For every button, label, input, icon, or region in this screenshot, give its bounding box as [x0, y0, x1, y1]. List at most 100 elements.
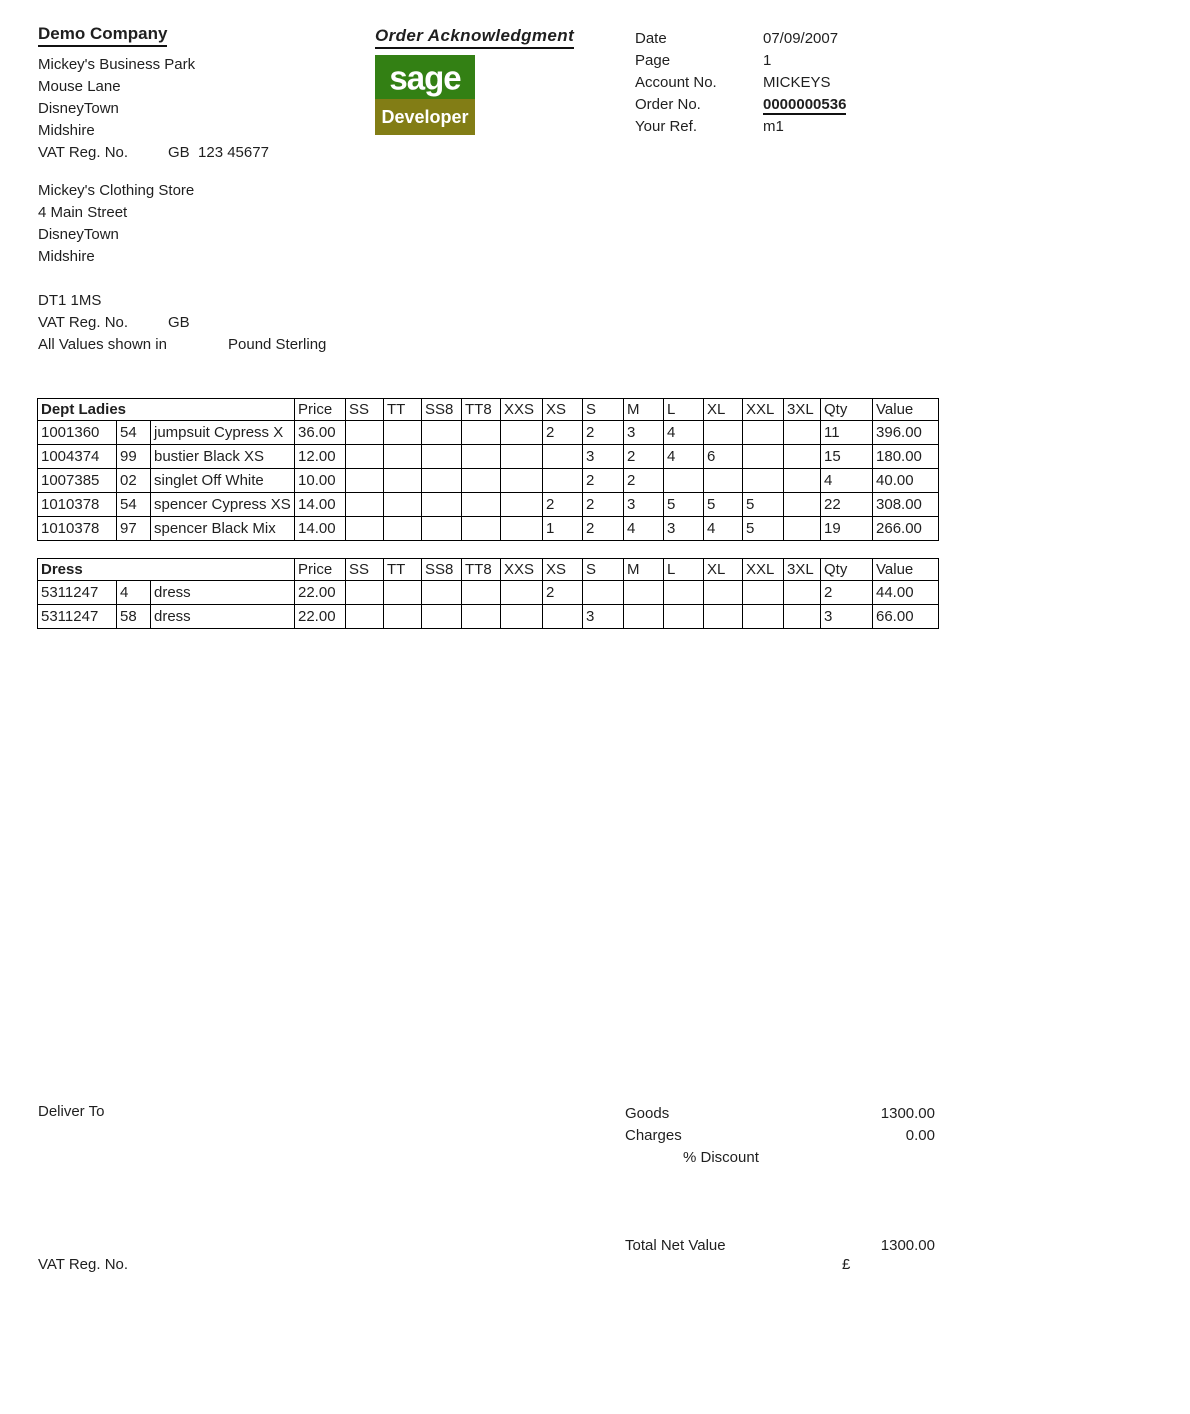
- col-size-xl: XL: [703, 558, 743, 581]
- col-size-l: L: [663, 398, 705, 421]
- info-label: Your Ref.: [635, 118, 697, 135]
- cell-value: 308.00: [872, 492, 940, 517]
- cell-size-l: 5: [663, 492, 705, 517]
- info-row: Page 1: [635, 50, 846, 72]
- cell-size-l: 4: [663, 420, 705, 445]
- cell-size-s: 3: [582, 444, 625, 469]
- col-qty: Qty: [820, 398, 874, 421]
- info-row: Order No. 0000000536: [635, 94, 847, 116]
- cell-size-s: 2: [582, 516, 625, 541]
- cell-size-xxl: [742, 604, 784, 629]
- col-size-tt: TT: [383, 558, 422, 581]
- cell-size-xs: 2: [542, 580, 583, 605]
- company-address-line: Mouse Lane: [38, 78, 121, 95]
- col-price: Price: [294, 558, 346, 581]
- cell-product-code: 1007385: [37, 468, 117, 493]
- sage-logo-brand-text: sage: [389, 57, 461, 97]
- cell-value: 40.00: [872, 468, 940, 493]
- cell-price: 12.00: [294, 444, 347, 469]
- cell-price: 14.00: [294, 492, 347, 517]
- cell-size-l: [663, 468, 705, 493]
- customer-address-line: Midshire: [38, 248, 95, 265]
- company-vat-row: VAT Reg. No. GB 123 45677: [38, 142, 269, 164]
- cell-size-ss8: [421, 468, 463, 493]
- cell-size-l: [663, 604, 704, 629]
- cell-size-xxs: [500, 604, 543, 629]
- customer-address-line: Mickey's Clothing Store: [38, 182, 195, 199]
- table-title: Dress: [37, 558, 295, 581]
- cell-size-3xl: [783, 468, 822, 493]
- col-size-3xl: 3XL: [783, 398, 822, 421]
- cell-size-xs: 1: [542, 516, 584, 541]
- info-value: m1: [763, 118, 784, 135]
- col-size-tt8: TT8: [461, 398, 502, 421]
- cell-variant: 58: [116, 604, 151, 629]
- cell-variant: 99: [116, 444, 151, 469]
- company-address-line: DisneyTown: [38, 100, 119, 117]
- cell-variant: 54: [116, 420, 151, 445]
- sage-logo-olive: Developer: [375, 99, 475, 135]
- cell-size-m: 2: [623, 444, 665, 469]
- cell-size-xxl: [742, 580, 784, 605]
- cell-size-tt: [383, 516, 423, 541]
- cell-size-tt8: [461, 420, 502, 445]
- currency-value: Pound Sterling: [228, 336, 327, 353]
- cell-size-tt: [383, 580, 422, 605]
- cell-product-code: 1010378: [37, 492, 117, 517]
- customer-vat-row: VAT Reg. No. GB: [38, 312, 326, 334]
- deliver-to-label: Deliver To: [38, 1103, 105, 1120]
- cell-size-ss: [345, 604, 384, 629]
- cell-size-xxl: 5: [742, 516, 785, 541]
- cell-size-tt8: [461, 468, 502, 493]
- cell-size-m: 3: [623, 492, 665, 517]
- order-line-row: 1010378 97 spencer Black Mix 14.00 1 2 4 3 4 5 19 2…: [37, 516, 940, 541]
- col-size-xs: XS: [542, 558, 583, 581]
- customer-block: Mickey's Clothing Store 4 Main Street Disn…: [38, 180, 326, 356]
- cell-size-3xl: [783, 604, 821, 629]
- customer-vat-value: GB: [168, 314, 190, 331]
- totals-block: Goods 1300.00 Charges 0.00 % Discount: [625, 1103, 935, 1169]
- cell-size-xxl: 5: [742, 492, 785, 517]
- info-value: MICKEYS: [763, 74, 831, 91]
- cell-size-m: [623, 580, 664, 605]
- total-net-label: Total Net Value: [625, 1237, 726, 1254]
- charges-value: 0.00: [905, 1127, 935, 1144]
- info-row: Account No. MICKEYS: [635, 72, 846, 94]
- order-table-dept-ladies: Dept Ladies Price SS TT SS8 TT8 XXS XS S M L XL XXL 3…: [36, 398, 940, 541]
- cell-size-xs: [542, 444, 584, 469]
- order-line-row: 1010378 54 spencer Cypress XS 14.00 2 2 3 5 5 5 22…: [37, 492, 940, 517]
- cell-size-tt: [383, 604, 422, 629]
- cell-value: 44.00: [872, 580, 939, 605]
- cell-size-3xl: [783, 580, 821, 605]
- cell-size-m: 2: [623, 468, 665, 493]
- cell-price: 22.00: [294, 604, 346, 629]
- cell-size-tt8: [461, 604, 501, 629]
- col-qty: Qty: [820, 558, 873, 581]
- cell-size-xl: 6: [703, 444, 744, 469]
- cell-size-xl: 4: [703, 516, 744, 541]
- col-price: Price: [294, 398, 347, 421]
- col-size-ss8: SS8: [421, 558, 462, 581]
- cell-variant: 97: [116, 516, 151, 541]
- cell-product-code: 1001360: [37, 420, 117, 445]
- col-size-xxl: XXL: [742, 398, 785, 421]
- cell-size-xxl: [742, 420, 785, 445]
- cell-size-xxs: [500, 516, 544, 541]
- cell-price: 22.00: [294, 580, 346, 605]
- cell-size-s: 2: [582, 468, 625, 493]
- document-title: Order Acknowledgment: [375, 26, 575, 49]
- cell-size-3xl: [783, 420, 822, 445]
- sage-logo-sub-text: Developer: [381, 107, 469, 127]
- col-size-xs: XS: [542, 398, 584, 421]
- info-label: Page: [635, 52, 671, 69]
- total-net-row: Total Net Value 1300.00: [625, 1235, 935, 1257]
- info-row: Date 07/09/2007: [635, 28, 846, 50]
- cell-description: bustier Black XS: [149, 444, 296, 469]
- col-size-xxs: XXS: [500, 398, 544, 421]
- cell-size-s: [582, 580, 624, 605]
- cell-size-tt8: [461, 516, 502, 541]
- sage-logo-green: sage: [375, 55, 475, 99]
- cell-size-3xl: [783, 516, 822, 541]
- currency-row: All Values shown in Pound Sterling: [38, 334, 326, 356]
- cell-description: dress: [150, 604, 295, 629]
